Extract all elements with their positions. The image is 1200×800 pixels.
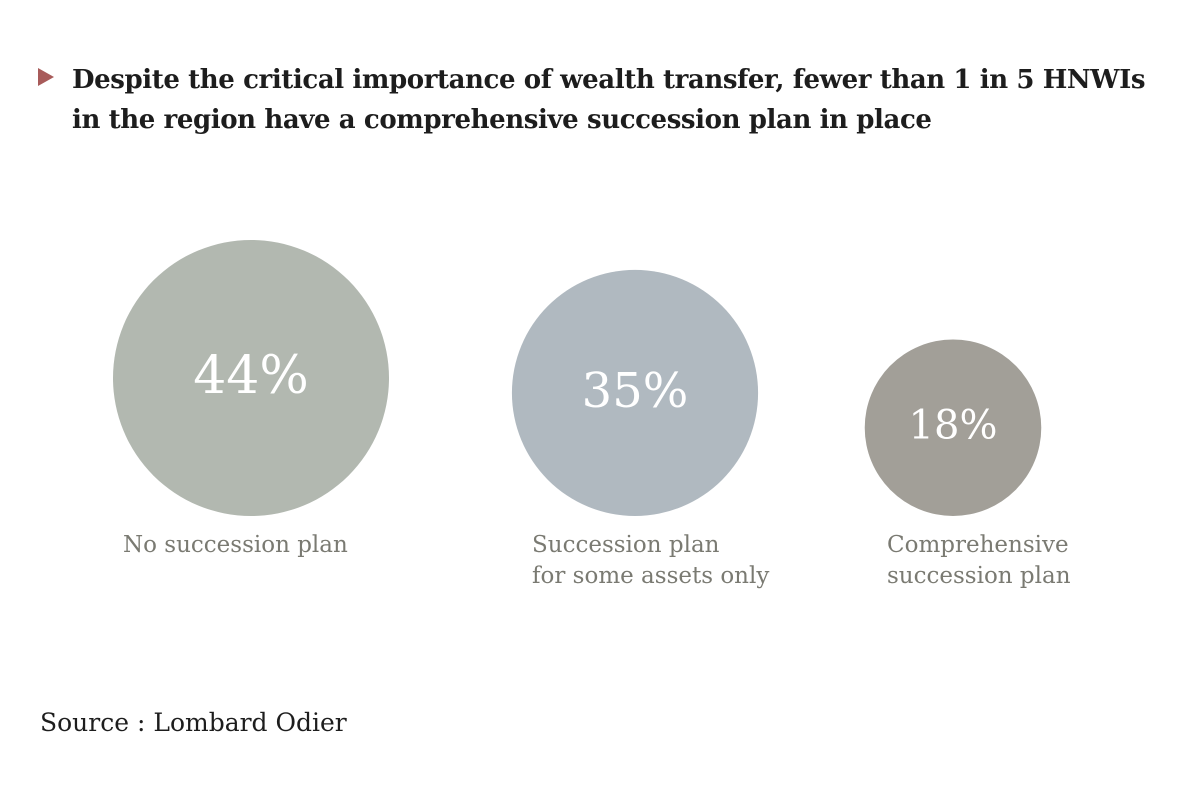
bubble-value-label-2: 18% xyxy=(909,403,998,449)
bubble-1 xyxy=(511,269,759,516)
source-note: Source : Lombard Odier xyxy=(40,708,347,737)
category-label-2-line-0: Comprehensive xyxy=(887,532,1069,558)
bubble-value-label-0: 44% xyxy=(193,346,309,406)
category-label-1-line-1: for some assets only xyxy=(532,563,769,589)
bubble-0 xyxy=(113,240,389,516)
chart-title-block: Despite the critical importance of wealt… xyxy=(38,60,1178,140)
bubble-2 xyxy=(864,339,1042,516)
chart-title: Despite the critical importance of wealt… xyxy=(72,65,1146,135)
bubble-value-label-1: 35% xyxy=(582,363,689,419)
category-label-0-line-0: No succession plan xyxy=(123,532,348,558)
category-label-1-line-0: Succession plan xyxy=(532,532,720,558)
triangle-marker-icon xyxy=(38,68,54,86)
category-label-2-line-1: succession plan xyxy=(887,563,1071,589)
